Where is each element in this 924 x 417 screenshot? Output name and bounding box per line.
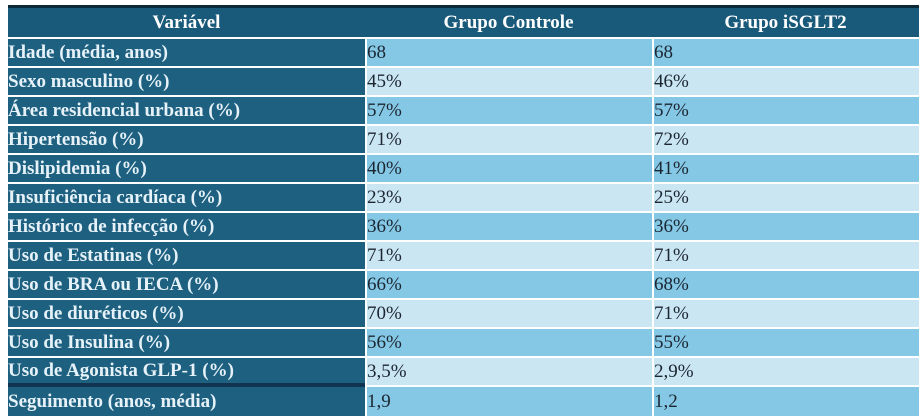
controle-value-cell: 36% [365, 213, 652, 242]
variable-label-cell: Idade (média, anos) [8, 39, 365, 68]
table-row: Uso de Agonista GLP-1 (%) 3,5% 2,9% [8, 358, 919, 387]
controle-value-cell: 3,5% [365, 358, 652, 387]
controle-value-cell: 71% [365, 126, 652, 155]
variable-label-cell: Uso de BRA ou IECA (%) [8, 271, 365, 300]
isglt2-value-cell: 2,9% [652, 358, 919, 387]
controle-value-cell: 1,9 [365, 387, 652, 416]
table-row: Uso de BRA ou IECA (%) 66% 68% [8, 271, 919, 300]
variable-label-cell: Dislipidemia (%) [8, 155, 365, 184]
table-row: Idade (média, anos) 68 68 [8, 39, 919, 68]
isglt2-value-cell: 68 [652, 39, 919, 68]
study-comparison-table: Variável Grupo Controle Grupo iSGLT2 Ida… [8, 5, 919, 416]
table-header: Variável Grupo Controle Grupo iSGLT2 [8, 8, 919, 39]
controle-value-cell: 70% [365, 300, 652, 329]
variable-label-cell: Sexo masculino (%) [8, 68, 365, 97]
isglt2-value-cell: 55% [652, 329, 919, 358]
isglt2-value-cell: 36% [652, 213, 919, 242]
controle-value-cell: 45% [365, 68, 652, 97]
variable-label-cell: Seguimento (anos, média) [8, 387, 365, 416]
controle-value-cell: 71% [365, 242, 652, 271]
table-row: Histórico de infecção (%) 36% 36% [8, 213, 919, 242]
variable-label-cell: Hipertensão (%) [8, 126, 365, 155]
variable-label-cell: Área residencial urbana (%) [8, 97, 365, 126]
isglt2-value-cell: 25% [652, 184, 919, 213]
variable-label-cell: Uso de Insulina (%) [8, 329, 365, 358]
controle-value-cell: 56% [365, 329, 652, 358]
isglt2-value-cell: 57% [652, 97, 919, 126]
isglt2-value-cell: 1,2 [652, 387, 919, 416]
controle-value-cell: 66% [365, 271, 652, 300]
isglt2-value-cell: 68% [652, 271, 919, 300]
table-row: Sexo masculino (%) 45% 46% [8, 68, 919, 97]
variable-label-cell: Uso de Agonista GLP-1 (%) [8, 358, 365, 387]
variable-label-cell: Uso de diuréticos (%) [8, 300, 365, 329]
isglt2-value-cell: 41% [652, 155, 919, 184]
table-row: Uso de Estatinas (%) 71% 71% [8, 242, 919, 271]
variable-label-cell: Histórico de infecção (%) [8, 213, 365, 242]
column-header-grupo-controle: Grupo Controle [365, 8, 652, 39]
column-header-variavel: Variável [8, 8, 365, 39]
column-header-grupo-isglt2: Grupo iSGLT2 [652, 8, 919, 39]
table-row: Uso de Insulina (%) 56% 55% [8, 329, 919, 358]
variable-label-cell: Insuficiência cardíaca (%) [8, 184, 365, 213]
isglt2-value-cell: 46% [652, 68, 919, 97]
table-row: Hipertensão (%) 71% 72% [8, 126, 919, 155]
controle-value-cell: 23% [365, 184, 652, 213]
isglt2-value-cell: 72% [652, 126, 919, 155]
table-row: Insuficiência cardíaca (%) 23% 25% [8, 184, 919, 213]
table-row: Seguimento (anos, média) 1,9 1,2 [8, 387, 919, 416]
study-table-container: Variável Grupo Controle Grupo iSGLT2 Ida… [8, 5, 919, 416]
table-body: Idade (média, anos) 68 68 Sexo masculino (%… [8, 39, 919, 416]
variable-label-cell: Uso de Estatinas (%) [8, 242, 365, 271]
table-row: Área residencial urbana (%) 57% 57% [8, 97, 919, 126]
header-row: Variável Grupo Controle Grupo iSGLT2 [8, 8, 919, 39]
table-row: Dislipidemia (%) 40% 41% [8, 155, 919, 184]
controle-value-cell: 40% [365, 155, 652, 184]
isglt2-value-cell: 71% [652, 242, 919, 271]
controle-value-cell: 68 [365, 39, 652, 68]
controle-value-cell: 57% [365, 97, 652, 126]
isglt2-value-cell: 71% [652, 300, 919, 329]
table-row: Uso de diuréticos (%) 70% 71% [8, 300, 919, 329]
